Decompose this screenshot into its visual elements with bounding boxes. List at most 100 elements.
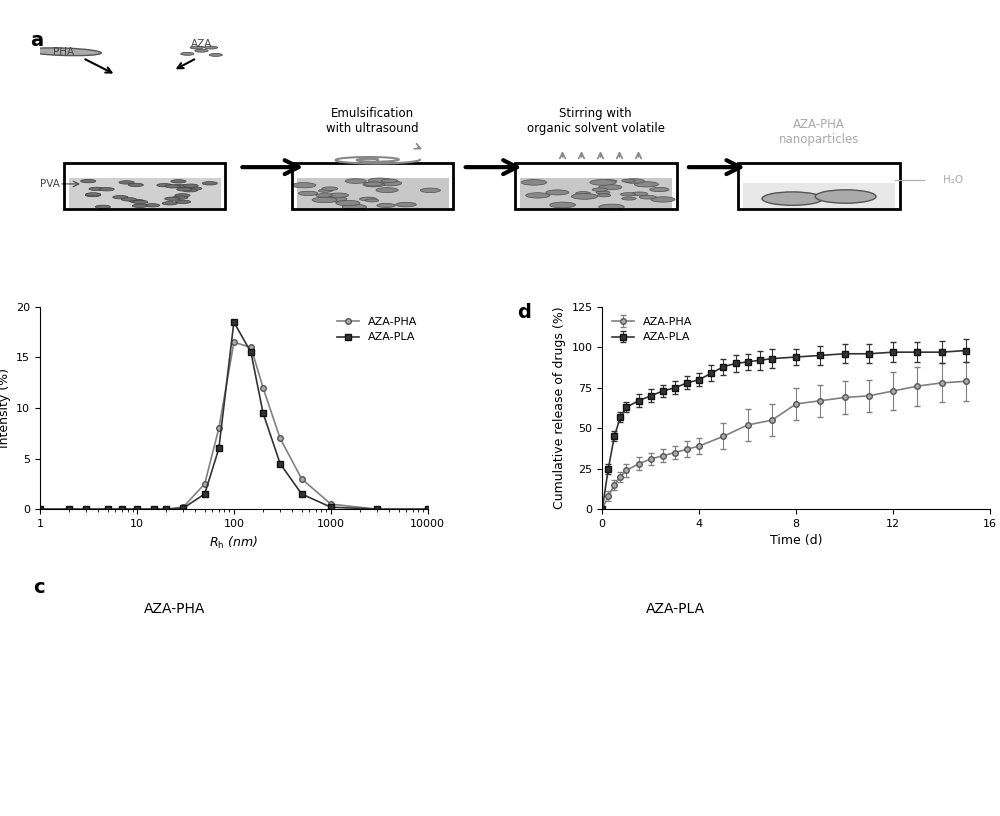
Circle shape: [49, 748, 81, 780]
Circle shape: [622, 606, 652, 636]
Circle shape: [611, 559, 679, 628]
Circle shape: [838, 608, 974, 744]
Circle shape: [815, 190, 876, 203]
AZA-PLA: [245, 348, 257, 357]
Circle shape: [128, 731, 168, 770]
Circle shape: [650, 188, 669, 192]
Circle shape: [288, 590, 439, 741]
Circle shape: [631, 192, 648, 196]
Circle shape: [155, 712, 178, 735]
Circle shape: [566, 717, 636, 787]
Circle shape: [190, 46, 203, 49]
Circle shape: [150, 736, 187, 773]
Circle shape: [87, 659, 121, 694]
Circle shape: [669, 752, 692, 775]
Circle shape: [762, 192, 823, 206]
Circle shape: [121, 723, 176, 778]
Circle shape: [602, 180, 617, 183]
Circle shape: [344, 688, 426, 769]
Ellipse shape: [26, 48, 101, 55]
Bar: [296, 178, 448, 208]
Circle shape: [175, 681, 199, 703]
Circle shape: [230, 596, 255, 623]
Circle shape: [52, 751, 78, 777]
Circle shape: [686, 639, 728, 681]
Circle shape: [193, 684, 221, 712]
AZA-PLA: [148, 504, 160, 514]
AZA-PLA: [160, 504, 172, 514]
Circle shape: [345, 179, 366, 184]
Circle shape: [693, 646, 721, 674]
Circle shape: [575, 684, 602, 710]
Circle shape: [190, 685, 235, 730]
Circle shape: [628, 704, 660, 736]
Bar: [515, 163, 676, 209]
Circle shape: [151, 618, 181, 648]
Circle shape: [606, 590, 668, 652]
Circle shape: [547, 688, 619, 761]
Circle shape: [108, 673, 184, 748]
Circle shape: [143, 610, 189, 655]
Circle shape: [122, 757, 137, 772]
Circle shape: [170, 613, 195, 638]
X-axis label: Time (d): Time (d): [770, 534, 822, 548]
Circle shape: [620, 715, 638, 733]
Circle shape: [158, 663, 216, 721]
Circle shape: [900, 708, 941, 749]
Circle shape: [47, 618, 77, 648]
Circle shape: [174, 674, 218, 718]
Circle shape: [640, 645, 670, 676]
AZA-PHA: [116, 504, 128, 514]
Circle shape: [318, 189, 332, 193]
Circle shape: [192, 647, 219, 675]
Circle shape: [529, 694, 562, 727]
Circle shape: [698, 649, 713, 663]
Circle shape: [768, 590, 919, 741]
X-axis label: $R_\mathrm{h}$ (nm): $R_\mathrm{h}$ (nm): [209, 534, 258, 551]
Circle shape: [150, 707, 183, 740]
Circle shape: [842, 707, 886, 751]
Circle shape: [160, 717, 173, 730]
Circle shape: [71, 631, 109, 668]
Circle shape: [110, 580, 145, 615]
Circle shape: [389, 638, 464, 714]
Circle shape: [328, 672, 441, 785]
Circle shape: [376, 188, 398, 193]
Text: PVA: PVA: [40, 179, 59, 189]
Circle shape: [638, 744, 658, 763]
Circle shape: [154, 725, 231, 802]
Circle shape: [420, 188, 440, 193]
Circle shape: [95, 582, 127, 614]
Circle shape: [593, 763, 627, 797]
Circle shape: [703, 651, 725, 673]
Circle shape: [130, 619, 145, 635]
Circle shape: [596, 766, 624, 795]
Circle shape: [525, 610, 558, 642]
Circle shape: [171, 662, 243, 734]
Text: c: c: [34, 578, 45, 596]
Circle shape: [116, 678, 145, 707]
Circle shape: [46, 729, 92, 775]
Circle shape: [567, 641, 587, 660]
Circle shape: [537, 673, 558, 694]
Circle shape: [79, 639, 100, 660]
Circle shape: [144, 204, 160, 207]
Circle shape: [637, 574, 679, 615]
Circle shape: [377, 203, 395, 207]
Circle shape: [550, 202, 576, 208]
Circle shape: [181, 52, 194, 55]
Circle shape: [298, 191, 318, 196]
Text: AZA: AZA: [191, 38, 212, 49]
AZA-PLA: [80, 504, 92, 514]
AZA-PHA: [325, 499, 337, 509]
Circle shape: [582, 566, 642, 626]
Circle shape: [95, 205, 110, 209]
Circle shape: [561, 669, 616, 725]
Circle shape: [636, 752, 671, 787]
Circle shape: [623, 629, 686, 692]
Circle shape: [32, 731, 98, 796]
Circle shape: [101, 571, 154, 624]
Circle shape: [590, 682, 633, 725]
AZA-PLA: [199, 489, 211, 499]
Circle shape: [204, 46, 218, 49]
